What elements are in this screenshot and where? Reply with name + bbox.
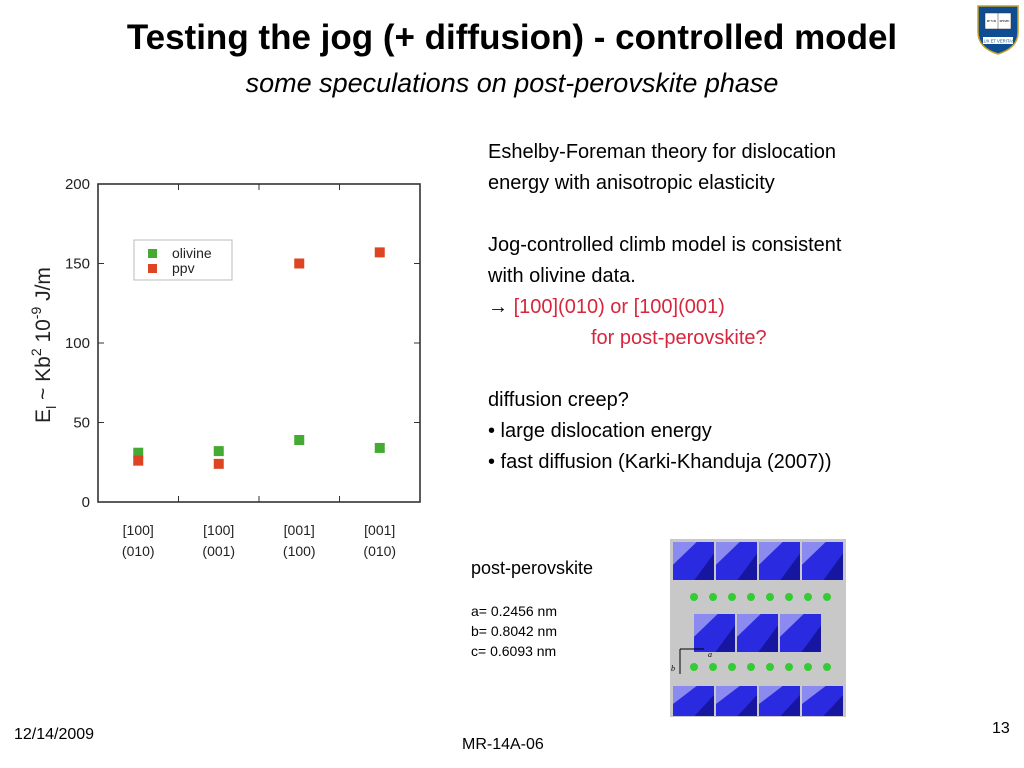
y-tick-label: 200 xyxy=(65,176,90,193)
y-tick-label: 50 xyxy=(73,415,90,432)
octahedron-face xyxy=(802,542,826,565)
atom xyxy=(804,593,812,601)
text-block: Eshelby-Foreman theory for dislocation e… xyxy=(488,137,988,478)
highlight-line1: → [100](010) or [100](001) xyxy=(488,292,988,323)
octahedron-face xyxy=(694,695,714,716)
data-point-olivine xyxy=(294,434,305,445)
slide-subtitle: some speculations on post-perovskite pha… xyxy=(245,68,779,98)
legend-marker xyxy=(148,264,157,273)
slip-system-highlight: [100](010) or [100](001) xyxy=(513,296,725,318)
para1-line1: Eshelby-Foreman theory for dislocation xyxy=(488,141,836,163)
post-perovskite-structure-image: ab xyxy=(670,539,846,717)
para2-line2: with olivine data. xyxy=(488,265,636,287)
x-tick-label: (010) xyxy=(122,543,155,559)
logo-book-text-left: אורים xyxy=(987,18,997,23)
octahedron-face xyxy=(759,686,783,704)
atom xyxy=(709,663,717,671)
data-point-olivine xyxy=(374,442,385,453)
atom xyxy=(804,663,812,671)
octahedron-face xyxy=(694,614,718,637)
octahedron-face xyxy=(823,695,843,716)
atom xyxy=(728,663,736,671)
para2-line1: Jog-controlled climb model is consistent xyxy=(488,234,842,256)
octahedron-face xyxy=(737,695,757,716)
para1-line2: energy with anisotropic elasticity xyxy=(488,172,775,194)
data-point-ppv xyxy=(374,247,385,258)
lattice-params: a= 0.2456 nm b= 0.8042 nm c= 0.6093 nm xyxy=(471,601,557,661)
footer-code: MR-14A-06 xyxy=(462,736,544,753)
atom xyxy=(766,593,774,601)
slide-title: Testing the jog (+ diffusion) - controll… xyxy=(126,18,898,57)
data-point-olivine xyxy=(213,446,224,457)
plot-frame xyxy=(97,183,421,503)
atom xyxy=(766,663,774,671)
bullet-1: • large dislocation energy xyxy=(488,420,712,442)
page-number: 13 xyxy=(992,720,1010,737)
legend-label: olivine xyxy=(172,245,212,261)
octahedron-face xyxy=(802,686,826,704)
yale-shield-icon: אורים ותמים LUX ET VERITAS xyxy=(977,5,1019,55)
highlight-line2: for post-perovskite? xyxy=(591,327,767,349)
x-tick-label: [100] xyxy=(123,522,154,538)
axis-b-label: b xyxy=(671,664,675,673)
y-tick-label: 0 xyxy=(82,494,90,511)
legend-box xyxy=(133,239,233,281)
atom xyxy=(823,663,831,671)
structure-label: post-perovskite xyxy=(471,558,594,578)
arrow-icon: → xyxy=(488,296,508,318)
logo-book-text-right: ותמים xyxy=(1000,18,1010,23)
atom xyxy=(728,593,736,601)
atom xyxy=(709,593,717,601)
data-point-ppv xyxy=(213,458,224,469)
atom xyxy=(690,593,698,601)
x-tick-label: (001) xyxy=(202,543,235,559)
octahedron-face xyxy=(780,695,800,716)
atom xyxy=(823,593,831,601)
data-point-ppv xyxy=(133,455,144,466)
lattice-a: a= 0.2456 nm xyxy=(471,603,558,619)
octahedron-face xyxy=(673,686,697,704)
x-tick-label: [001] xyxy=(364,522,395,538)
footer-date: 12/14/2009 xyxy=(14,726,95,743)
atom xyxy=(690,663,698,671)
dislocation-energy-chart: 0 50 100 150 200 [100] (010) [100] (001) [001] (10… xyxy=(28,176,421,559)
atom xyxy=(785,593,793,601)
octahedron-face xyxy=(673,542,697,565)
legend-marker xyxy=(148,249,157,258)
y-tick-label: 100 xyxy=(65,335,90,352)
y-axis-label: El ~ Kb2 10-9 J/m xyxy=(28,267,59,423)
data-point-ppv xyxy=(294,258,305,269)
data-point-olivine xyxy=(133,447,144,458)
atom xyxy=(747,663,755,671)
x-tick-label: [100] xyxy=(203,522,234,538)
lattice-b: b= 0.8042 nm xyxy=(471,623,558,639)
x-tick-label: [001] xyxy=(284,522,315,538)
octahedron-face xyxy=(737,614,761,637)
octahedron-face xyxy=(716,542,740,565)
x-tick-label: (100) xyxy=(283,543,316,559)
octahedron-face xyxy=(759,542,783,565)
octahedron-face xyxy=(780,614,804,637)
y-tick-label: 150 xyxy=(65,256,90,273)
axis-a-label: a xyxy=(708,650,712,659)
x-tick-label: (010) xyxy=(363,543,396,559)
legend-label: ppv xyxy=(172,260,195,276)
lattice-c: c= 0.6093 nm xyxy=(471,643,557,659)
atom xyxy=(785,663,793,671)
bullet-2: • fast diffusion (Karki-Khanduja (2007)) xyxy=(488,451,832,473)
logo-motto: LUX ET VERITAS xyxy=(981,39,1015,44)
octahedron-face xyxy=(716,686,740,704)
para3-title: diffusion creep? xyxy=(488,389,629,411)
atom xyxy=(747,593,755,601)
